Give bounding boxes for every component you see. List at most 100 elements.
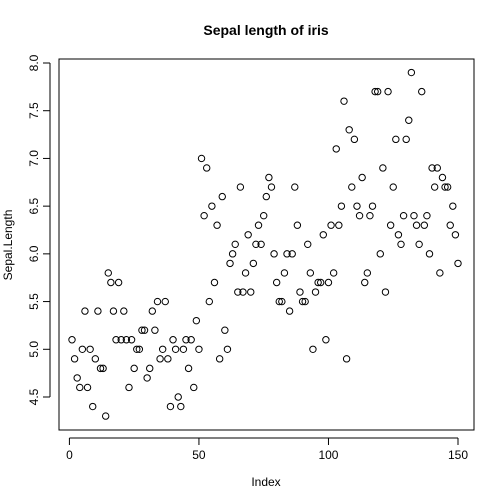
data-point xyxy=(101,412,110,420)
data-point xyxy=(412,221,421,229)
y-tick-label: 5.5 xyxy=(27,293,41,310)
data-point xyxy=(138,326,146,334)
plot-area-frame xyxy=(58,58,475,431)
data-point xyxy=(218,192,226,201)
data-point xyxy=(262,192,270,201)
data-point xyxy=(208,202,216,210)
data-point xyxy=(249,259,258,268)
data-point xyxy=(366,211,374,220)
data-point xyxy=(171,345,180,353)
data-point xyxy=(252,240,260,249)
data-point xyxy=(285,307,294,315)
data-point xyxy=(335,221,343,229)
data-point xyxy=(195,345,203,353)
data-point xyxy=(94,307,102,315)
data-point xyxy=(449,202,457,210)
data-point xyxy=(270,250,278,258)
data-point xyxy=(309,345,317,353)
x-axis: 0 50 100 150 xyxy=(66,437,468,462)
data-point xyxy=(179,345,188,353)
data-point xyxy=(371,87,379,96)
data-point xyxy=(345,126,353,134)
data-point xyxy=(376,250,384,258)
data-point xyxy=(140,326,149,334)
data-point xyxy=(322,336,330,344)
data-point xyxy=(117,336,125,344)
data-point xyxy=(146,364,154,373)
data-point xyxy=(443,183,452,191)
data-point xyxy=(203,164,211,172)
data-point xyxy=(436,269,444,277)
data-point xyxy=(304,240,312,249)
data-point xyxy=(127,336,136,344)
data-point xyxy=(177,402,185,411)
data-point xyxy=(379,164,387,172)
data-point xyxy=(317,278,325,287)
data-point xyxy=(386,221,395,229)
data-point xyxy=(158,345,167,353)
data-point xyxy=(228,250,237,258)
data-point xyxy=(83,383,92,392)
y-axis: 4.5 5.0 5.5 6.0 6.5 7.0 7.5 8.0 xyxy=(27,54,51,405)
data-point xyxy=(265,173,273,182)
data-point xyxy=(415,240,423,249)
data-point xyxy=(451,231,460,239)
data-point xyxy=(342,355,351,363)
data-point xyxy=(319,231,327,239)
data-point xyxy=(384,87,392,96)
x-axis-label: Index xyxy=(251,475,280,489)
data-point xyxy=(314,278,322,287)
y-tick-label: 7.5 xyxy=(27,102,41,119)
data-point xyxy=(441,183,449,191)
data-point xyxy=(210,278,219,287)
data-point xyxy=(278,297,286,306)
data-point xyxy=(399,211,408,220)
data-point xyxy=(226,259,234,268)
data-point xyxy=(381,288,390,296)
data-point xyxy=(143,374,151,382)
data-point xyxy=(402,135,410,144)
data-point xyxy=(392,135,400,144)
y-tick-label: 8.0 xyxy=(27,54,41,71)
data-point xyxy=(148,307,157,315)
x-tick-label: 50 xyxy=(192,448,206,462)
data-point xyxy=(107,278,115,287)
data-point xyxy=(247,288,255,296)
y-tick-label: 4.5 xyxy=(27,388,41,405)
data-point xyxy=(96,364,105,373)
data-point xyxy=(373,87,382,96)
data-point xyxy=(254,221,263,229)
data-point xyxy=(89,402,97,411)
x-tick-label: 0 xyxy=(66,448,73,462)
y-axis-label: Sepal.Length xyxy=(1,210,15,281)
data-point xyxy=(407,68,416,77)
data-point xyxy=(355,211,364,220)
data-point xyxy=(190,383,198,392)
data-point xyxy=(73,374,81,382)
data-point xyxy=(192,316,201,325)
y-tick-label: 5.0 xyxy=(27,341,41,358)
data-point xyxy=(169,336,177,344)
data-point xyxy=(267,183,276,191)
data-point xyxy=(241,269,250,277)
data-point xyxy=(151,326,159,334)
data-point xyxy=(130,364,138,373)
data-point xyxy=(350,135,359,144)
x-tick-label: 100 xyxy=(318,448,338,462)
y-tick-label: 6.5 xyxy=(27,197,41,214)
data-point xyxy=(91,355,100,363)
data-point xyxy=(340,97,348,105)
data-point xyxy=(244,231,252,239)
y-tick-label: 7.0 xyxy=(27,150,41,167)
data-point xyxy=(361,278,369,287)
data-point xyxy=(164,355,172,363)
data-point xyxy=(293,221,302,229)
data-point xyxy=(109,307,118,315)
chart-title: Sepal length of iris xyxy=(203,22,328,38)
data-point xyxy=(301,297,309,306)
data-point xyxy=(135,345,144,353)
data-point xyxy=(70,355,79,363)
data-point xyxy=(433,164,441,172)
data-point xyxy=(221,326,229,334)
